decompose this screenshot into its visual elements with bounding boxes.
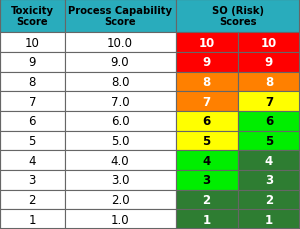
Text: 1: 1 — [265, 213, 273, 226]
Text: 9: 9 — [265, 56, 273, 69]
Bar — [238, 131, 300, 151]
Text: 9.0: 9.0 — [111, 56, 129, 69]
Bar — [176, 0, 300, 33]
Bar — [0, 92, 64, 112]
Text: SO (Risk)
Scores: SO (Risk) Scores — [212, 6, 264, 27]
Bar — [64, 170, 176, 190]
Bar — [0, 131, 64, 151]
Text: 5: 5 — [265, 134, 273, 147]
Text: Process Capability
Score: Process Capability Score — [68, 6, 172, 27]
Text: 2: 2 — [28, 193, 36, 206]
Bar — [0, 33, 64, 53]
Bar — [238, 190, 300, 209]
Bar — [238, 112, 300, 131]
Bar — [64, 92, 176, 112]
Bar — [238, 170, 300, 190]
Text: 3: 3 — [28, 174, 36, 187]
Text: 1.0: 1.0 — [111, 213, 129, 226]
Text: 3.0: 3.0 — [111, 174, 129, 187]
Text: 4.0: 4.0 — [111, 154, 129, 167]
Bar — [176, 72, 238, 92]
Text: 10: 10 — [199, 36, 215, 49]
Bar — [176, 131, 238, 151]
Bar — [176, 209, 238, 229]
Text: 6.0: 6.0 — [111, 115, 129, 128]
Bar — [176, 92, 238, 112]
Bar — [0, 53, 64, 72]
Text: 8: 8 — [28, 76, 36, 89]
Bar — [176, 112, 238, 131]
Text: 7: 7 — [202, 95, 211, 108]
Text: 2: 2 — [202, 193, 211, 206]
Text: 1: 1 — [28, 213, 36, 226]
Bar — [0, 170, 64, 190]
Bar — [0, 112, 64, 131]
Text: 8: 8 — [202, 76, 211, 89]
Bar — [238, 33, 300, 53]
Bar — [64, 209, 176, 229]
Text: 10: 10 — [25, 36, 40, 49]
Bar — [64, 0, 176, 33]
Text: 10.0: 10.0 — [107, 36, 133, 49]
Bar — [64, 33, 176, 53]
Text: 9: 9 — [28, 56, 36, 69]
Bar — [238, 72, 300, 92]
Text: 5.0: 5.0 — [111, 134, 129, 147]
Text: 6: 6 — [202, 115, 211, 128]
Bar — [0, 151, 64, 170]
Bar — [176, 170, 238, 190]
Text: 5: 5 — [202, 134, 211, 147]
Text: 4: 4 — [202, 154, 211, 167]
Bar — [238, 92, 300, 112]
Bar — [238, 151, 300, 170]
Text: 3: 3 — [265, 174, 273, 187]
Text: 4: 4 — [265, 154, 273, 167]
Bar — [176, 190, 238, 209]
Bar — [64, 53, 176, 72]
Text: 1: 1 — [202, 213, 211, 226]
Text: Toxicity
Score: Toxicity Score — [11, 6, 54, 27]
Text: 5: 5 — [28, 134, 36, 147]
Bar — [0, 72, 64, 92]
Text: 7: 7 — [265, 95, 273, 108]
Bar — [238, 53, 300, 72]
Text: 6: 6 — [265, 115, 273, 128]
Text: 4: 4 — [28, 154, 36, 167]
Bar — [64, 72, 176, 92]
Bar — [0, 0, 64, 33]
Bar — [176, 33, 238, 53]
Bar — [176, 151, 238, 170]
Bar — [64, 131, 176, 151]
Text: 6: 6 — [28, 115, 36, 128]
Text: 2.0: 2.0 — [111, 193, 129, 206]
Bar — [176, 53, 238, 72]
Text: 8.0: 8.0 — [111, 76, 129, 89]
Bar — [0, 209, 64, 229]
Text: 7: 7 — [28, 95, 36, 108]
Bar — [64, 112, 176, 131]
Bar — [64, 190, 176, 209]
Text: 3: 3 — [202, 174, 211, 187]
Text: 9: 9 — [202, 56, 211, 69]
Text: 2: 2 — [265, 193, 273, 206]
Bar — [238, 209, 300, 229]
Text: 10: 10 — [261, 36, 277, 49]
Text: 8: 8 — [265, 76, 273, 89]
Bar — [0, 190, 64, 209]
Bar — [64, 151, 176, 170]
Text: 7.0: 7.0 — [111, 95, 129, 108]
